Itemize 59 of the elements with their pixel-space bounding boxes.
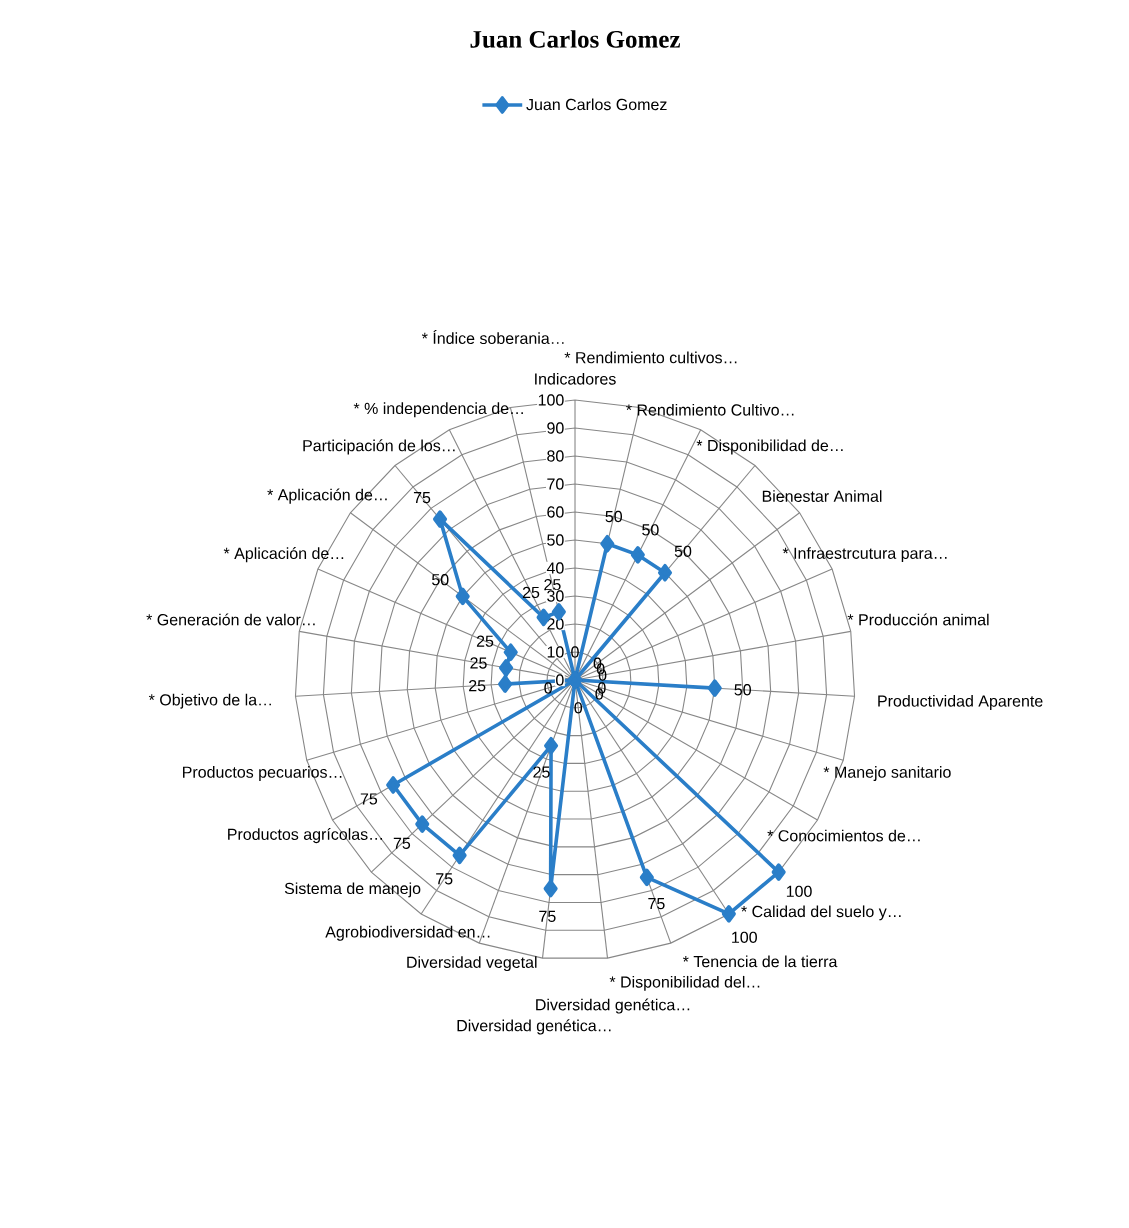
data-label: 25 bbox=[544, 578, 561, 591]
data-label: 25 bbox=[469, 680, 486, 692]
y-tick-label: 30 bbox=[547, 590, 564, 602]
spoke-label: * Disponibilidad del… bbox=[609, 975, 760, 991]
spoke-label: * Producción animal bbox=[847, 613, 989, 626]
data-label: 100 bbox=[732, 931, 757, 943]
spoke-label: Participación de los… bbox=[303, 439, 455, 455]
spoke-label: Agrobiodiversidad en… bbox=[325, 925, 490, 941]
spoke-label: Diversidad vegetal bbox=[407, 956, 537, 972]
y-tick-label: 80 bbox=[547, 450, 564, 462]
data-label: 50 bbox=[642, 524, 659, 536]
spoke-label: * Generación de valor… bbox=[146, 613, 315, 626]
y-tick-label: 70 bbox=[547, 478, 564, 490]
spoke-label: * Conocimientos de… bbox=[767, 829, 920, 842]
y-tick-label: 100 bbox=[538, 394, 564, 406]
data-label: 50 bbox=[431, 574, 449, 586]
y-tick-label: 50 bbox=[547, 534, 564, 546]
legend-label: Juan Carlos Gomez bbox=[526, 98, 667, 111]
y-tick-label: 60 bbox=[547, 506, 564, 518]
spoke-label: Diversidad genética… bbox=[457, 1019, 611, 1035]
y-tick-label: 0 bbox=[556, 674, 564, 686]
data-label: 100 bbox=[786, 885, 812, 898]
y-tick-label: 10 bbox=[547, 646, 564, 658]
spoke-label: Bienestar Animal bbox=[762, 490, 882, 502]
data-label: 50 bbox=[734, 684, 751, 696]
data-label: 50 bbox=[605, 510, 623, 523]
data-label: 75 bbox=[360, 793, 378, 805]
chart-title: Juan Carlos Gomez bbox=[470, 30, 680, 48]
spoke-label: Productos agrícolas… bbox=[228, 828, 382, 844]
data-label: 25 bbox=[476, 635, 494, 647]
spoke-label: * Tenencia de la tierra bbox=[682, 955, 838, 968]
data-label: 75 bbox=[393, 837, 411, 849]
spoke-label: Diversidad genética… bbox=[536, 998, 690, 1014]
spoke-label: * Índice soberania… bbox=[421, 329, 564, 345]
spoke-label: Productos pecuarios… bbox=[183, 766, 342, 781]
data-label: 75 bbox=[413, 492, 431, 504]
spoke-label: Indicadores bbox=[535, 372, 616, 385]
spoke-label: * Infraestrcutura para… bbox=[782, 547, 947, 563]
data-label: 75 bbox=[436, 873, 453, 885]
spoke-label: Sistema de manejo bbox=[284, 882, 421, 898]
data-label: 0 bbox=[574, 702, 583, 714]
data-label: 75 bbox=[539, 910, 556, 922]
spoke-label: * Calidad del suelo y… bbox=[741, 905, 901, 921]
spoke-label: * Disponibilidad de… bbox=[696, 439, 843, 455]
y-tick-label: 40 bbox=[546, 562, 564, 574]
spoke-label: * Objetivo de la… bbox=[148, 693, 271, 709]
y-tick-label: 90 bbox=[547, 422, 564, 434]
data-label: 75 bbox=[648, 898, 665, 910]
spoke-label: * Aplicación de… bbox=[223, 547, 344, 563]
spoke-label: * Aplicación de… bbox=[267, 488, 387, 504]
spoke-label: Productividad Aparente bbox=[878, 694, 1043, 710]
spoke-label: * Rendimiento cultivos… bbox=[564, 351, 737, 364]
spoke-label: * Manejo sanitario bbox=[823, 766, 951, 781]
spoke-label: * Rendimiento Cultivo… bbox=[626, 403, 794, 416]
data-label: 50 bbox=[674, 545, 692, 557]
spoke-label: * % independencia de… bbox=[353, 402, 523, 418]
data-label: 0 bbox=[571, 646, 579, 658]
data-label: 25 bbox=[522, 586, 540, 599]
data-label: 25 bbox=[470, 657, 487, 669]
